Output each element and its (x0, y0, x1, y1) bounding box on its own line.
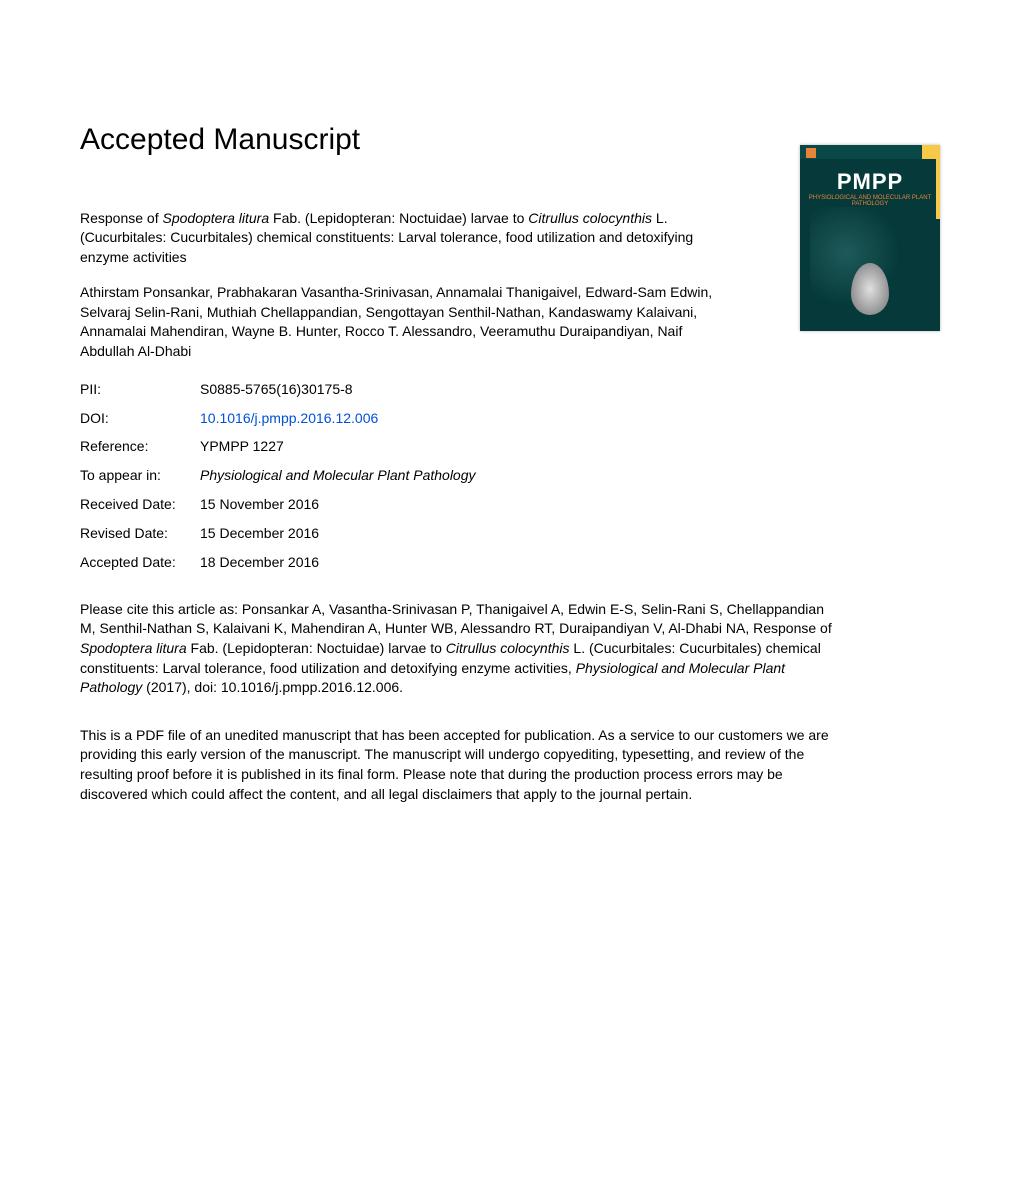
meta-row-revised: Revised Date: 15 December 2016 (80, 524, 940, 543)
reference-value: YPMPP 1227 (200, 437, 284, 456)
received-value: 15 November 2016 (200, 495, 319, 514)
revised-label: Revised Date: (80, 524, 200, 543)
meta-row-doi: DOI: 10.1016/j.pmpp.2016.12.006 (80, 409, 940, 428)
citation-it2: Citrullus colocynthis (446, 640, 570, 656)
disclaimer-block: This is a PDF file of an unedited manusc… (80, 726, 840, 804)
meta-row-toappear: To appear in: Physiological and Molecula… (80, 466, 940, 485)
meta-row-reference: Reference: YPMPP 1227 (80, 437, 940, 456)
revised-value: 15 December 2016 (200, 524, 319, 543)
pii-label: PII: (80, 380, 200, 399)
citation-post: (2017), doi: 10.1016/j.pmpp.2016.12.006. (142, 679, 403, 695)
accepted-label: Accepted Date: (80, 553, 200, 572)
cover-abbrev: PMPP (800, 167, 940, 197)
citation-pre: Please cite this article as: Ponsankar A… (80, 601, 832, 637)
cover-publisher-logo (806, 148, 816, 158)
toappear-label: To appear in: (80, 466, 200, 485)
meta-row-received: Received Date: 15 November 2016 (80, 495, 940, 514)
title-it1: Spodoptera litura (163, 210, 270, 226)
pii-value: S0885-5765(16)30175-8 (200, 380, 353, 399)
citation-block: Please cite this article as: Ponsankar A… (80, 600, 840, 698)
toappear-value: Physiological and Molecular Plant Pathol… (200, 466, 476, 485)
title-it2: Citrullus colocynthis (528, 210, 652, 226)
title-mid1: Fab. (Lepidopteran: Noctuidae) larvae to (269, 210, 528, 226)
doi-label: DOI: (80, 409, 200, 428)
accepted-value: 18 December 2016 (200, 553, 319, 572)
meta-row-accepted: Accepted Date: 18 December 2016 (80, 553, 940, 572)
cover-yellow-accent (922, 145, 940, 159)
header-row: Response of Spodoptera litura Fab. (Lepi… (80, 209, 940, 380)
citation-mid1: Fab. (Lepidopteran: Noctuidae) larvae to (187, 640, 446, 656)
title-block: Response of Spodoptera litura Fab. (Lepi… (80, 209, 720, 380)
meta-table: PII: S0885-5765(16)30175-8 DOI: 10.1016/… (80, 380, 940, 572)
article-title: Response of Spodoptera litura Fab. (Lepi… (80, 209, 720, 268)
authors: Athirstam Ponsankar, Prabhakaran Vasanth… (80, 283, 720, 361)
meta-row-pii: PII: S0885-5765(16)30175-8 (80, 380, 940, 399)
reference-label: Reference: (80, 437, 200, 456)
citation-it1: Spodoptera litura (80, 640, 187, 656)
journal-cover: PMPP PHYSIOLOGICAL AND MOLECULAR PLANT P… (800, 145, 940, 331)
doi-link[interactable]: 10.1016/j.pmpp.2016.12.006 (200, 409, 378, 428)
received-label: Received Date: (80, 495, 200, 514)
cover-topbar (800, 145, 940, 159)
title-pre1: Response of (80, 210, 163, 226)
